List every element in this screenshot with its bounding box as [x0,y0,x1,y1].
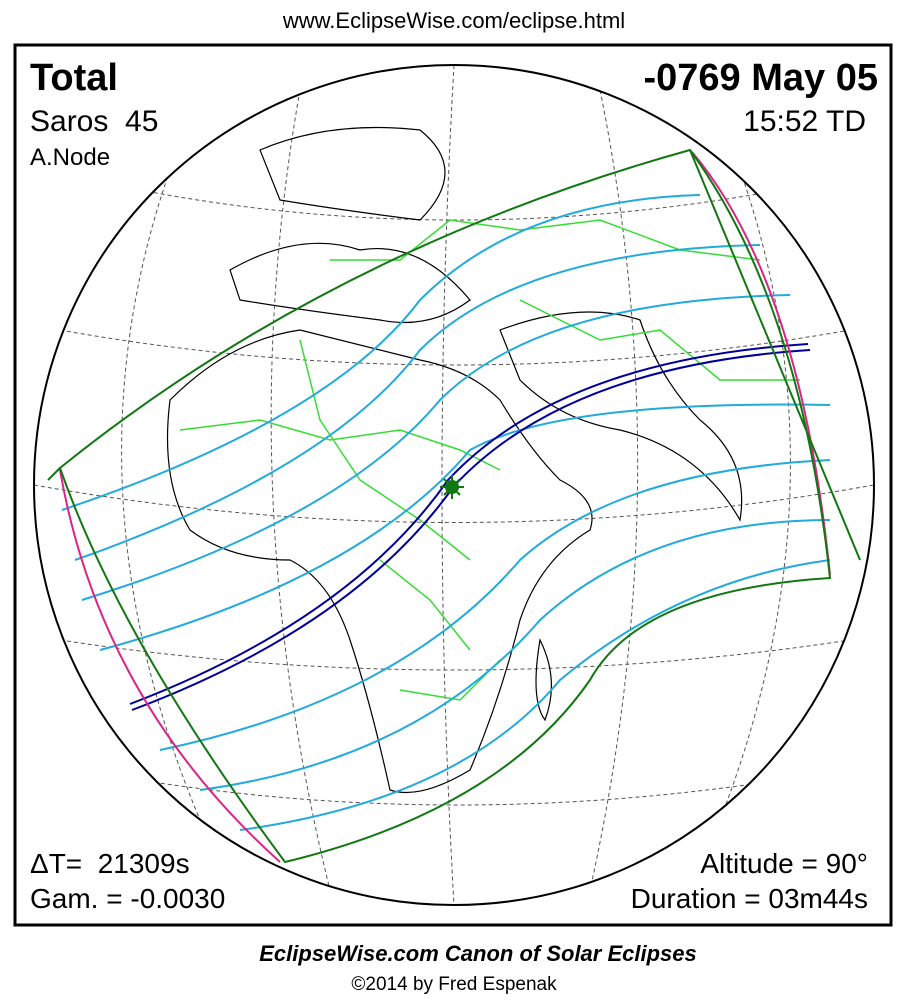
gamma: Gam. = -0.0030 [30,883,225,914]
delta-t: ΔT= 21309s [30,848,190,879]
globe-outline [33,64,875,906]
saros: Saros 45 [30,105,158,138]
copyright: ©2014 by Fred Espenak [351,974,557,995]
altitude: Altitude = 90° [700,848,868,879]
node: A.Node [30,144,110,171]
duration: Duration = 03m44s [631,883,868,914]
greatest-eclipse-marker [440,475,464,499]
footer-title: EclipseWise.com Canon of Solar Eclipses [259,941,697,966]
eclipse-type: Total [30,57,118,99]
time: 15:52 TD [743,105,866,138]
eclipse-date: -0769 May 05 [644,57,879,99]
globe [34,65,874,905]
url: www.EclipseWise.com/eclipse.html [282,8,625,33]
